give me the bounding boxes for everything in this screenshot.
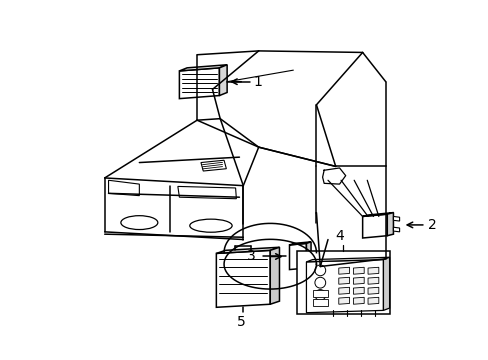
Polygon shape [270, 247, 279, 304]
Polygon shape [216, 250, 270, 307]
Polygon shape [297, 251, 389, 314]
Polygon shape [367, 267, 378, 274]
Polygon shape [216, 247, 279, 253]
Text: 2: 2 [427, 218, 436, 232]
Text: 1: 1 [253, 75, 262, 89]
Circle shape [314, 277, 325, 288]
Polygon shape [393, 216, 399, 221]
Polygon shape [393, 227, 399, 232]
Polygon shape [179, 65, 226, 71]
Polygon shape [367, 287, 378, 294]
Polygon shape [178, 186, 236, 199]
Polygon shape [179, 68, 219, 99]
Polygon shape [312, 299, 327, 306]
Polygon shape [108, 180, 139, 195]
Polygon shape [306, 257, 389, 262]
Text: 3: 3 [246, 249, 255, 264]
Polygon shape [338, 277, 349, 284]
Polygon shape [383, 257, 389, 310]
Text: 5: 5 [237, 315, 245, 329]
Polygon shape [289, 243, 306, 270]
Polygon shape [362, 214, 386, 238]
Text: 4: 4 [335, 229, 344, 243]
Polygon shape [201, 160, 226, 171]
Polygon shape [306, 260, 383, 313]
Polygon shape [353, 267, 364, 274]
Polygon shape [386, 213, 393, 236]
Polygon shape [353, 287, 364, 294]
Polygon shape [353, 277, 364, 284]
Polygon shape [362, 213, 393, 216]
Polygon shape [338, 297, 349, 304]
Polygon shape [338, 267, 349, 274]
Circle shape [314, 289, 325, 300]
Polygon shape [367, 277, 378, 284]
Circle shape [314, 265, 325, 276]
Polygon shape [219, 65, 226, 95]
Polygon shape [306, 242, 310, 268]
Polygon shape [289, 242, 310, 245]
Polygon shape [338, 287, 349, 294]
Polygon shape [353, 297, 364, 304]
Polygon shape [367, 297, 378, 304]
Polygon shape [312, 289, 327, 297]
